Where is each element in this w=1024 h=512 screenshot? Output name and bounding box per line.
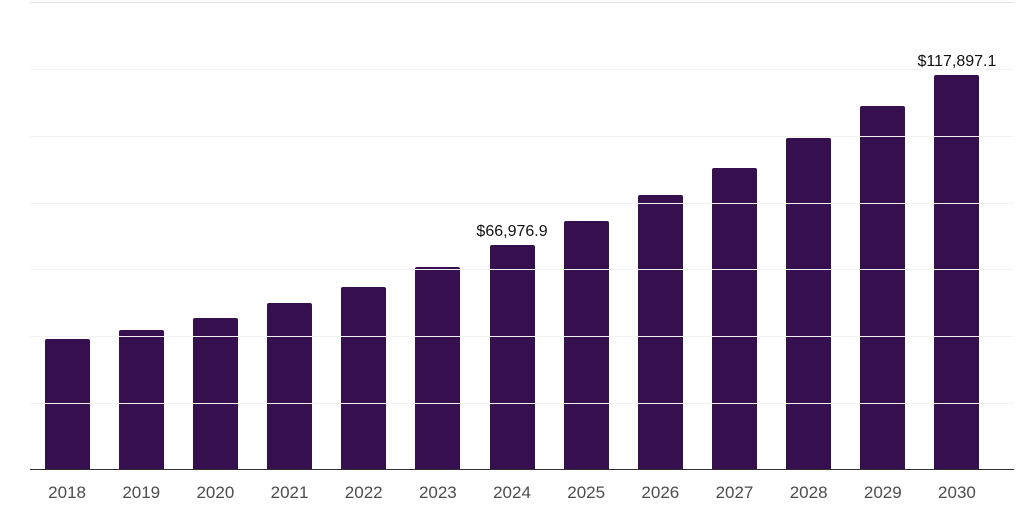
x-axis-label-2019: 2019 xyxy=(122,483,161,502)
bar-slot-2027 xyxy=(697,2,771,469)
bar-2021[interactable] xyxy=(267,302,313,469)
plot-area: $66,976.9 $117,897.1 xyxy=(30,2,1014,470)
bar-2030[interactable] xyxy=(934,75,980,469)
bar-slot-2019 xyxy=(104,2,178,469)
bar-2024[interactable] xyxy=(489,245,535,469)
bar-slot-2025 xyxy=(549,2,623,469)
x-axis-label-2028: 2028 xyxy=(789,483,828,502)
x-axis-label-2024: 2024 xyxy=(493,483,531,502)
bar-2020[interactable] xyxy=(192,318,238,469)
gridline xyxy=(30,336,1014,338)
bar-slot-2020 xyxy=(178,2,252,469)
data-label-2024: $66,976.9 xyxy=(476,223,548,241)
bar-2027[interactable] xyxy=(711,167,757,469)
x-axis-label-2026: 2026 xyxy=(641,483,680,502)
bar-2029[interactable] xyxy=(860,106,906,469)
x-axis-label-2021: 2021 xyxy=(270,483,309,502)
gridline xyxy=(30,202,1014,204)
bar-slot-2026 xyxy=(623,2,697,469)
bar-2025[interactable] xyxy=(563,221,609,469)
bar-slot-2018 xyxy=(30,2,104,469)
bar-2022[interactable] xyxy=(341,286,387,469)
x-axis-label-2023: 2023 xyxy=(418,483,457,502)
x-axis-label-2020: 2020 xyxy=(196,483,235,502)
gridline xyxy=(30,68,1014,70)
bar-2028[interactable] xyxy=(786,138,832,469)
x-axis-label-2027: 2027 xyxy=(715,483,754,502)
x-axis-line xyxy=(30,469,1014,470)
bar-slot-2029 xyxy=(846,2,920,469)
data-label-2030: $117,897.1 xyxy=(917,53,997,71)
x-axis-labels: 2018 2019 2020 2021 2022 2023 2024 2025 2026 2027… xyxy=(30,483,994,503)
bar-slot-2024: $66,976.9 xyxy=(475,2,549,469)
x-axis-label-2018: 2018 xyxy=(48,483,86,502)
gridline xyxy=(30,135,1014,137)
gridline xyxy=(30,403,1014,405)
bar-slot-2021 xyxy=(252,2,326,469)
x-axis-label-2029: 2029 xyxy=(863,483,902,502)
bar-2019[interactable] xyxy=(118,329,164,469)
bar-2018[interactable] xyxy=(44,339,90,469)
y-max-gridline xyxy=(30,2,1014,3)
bar-slot-2028 xyxy=(772,2,846,469)
x-axis-label-2030: 2030 xyxy=(938,483,976,502)
gridline xyxy=(30,269,1014,271)
bar-2023[interactable] xyxy=(415,267,461,469)
bar-slot-2023 xyxy=(401,2,475,469)
bars-row: $66,976.9 $117,897.1 xyxy=(30,2,997,469)
bar-2026[interactable] xyxy=(637,194,683,469)
bar-slot-2030: $117,897.1 xyxy=(917,2,997,469)
x-axis-label-2025: 2025 xyxy=(567,483,606,502)
x-axis-label-2022: 2022 xyxy=(344,483,383,502)
bar-slot-2022 xyxy=(327,2,401,469)
